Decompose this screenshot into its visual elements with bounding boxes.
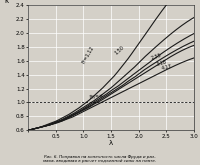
Text: Fr₂=∞: Fr₂=∞ (89, 93, 104, 100)
Text: 1,50: 1,50 (114, 44, 125, 55)
Text: Fr=1,12: Fr=1,12 (81, 45, 95, 64)
Text: 4,17: 4,17 (161, 64, 172, 71)
Text: 3,18: 3,18 (155, 59, 167, 66)
X-axis label: λ: λ (109, 140, 113, 146)
Y-axis label: κ: κ (4, 0, 8, 4)
Text: 2,33: 2,33 (150, 52, 162, 61)
Text: Рис. 6. Поправка на конечность числа Фруда и раз-
маха, вводимая в расчет подъем: Рис. 6. Поправка на конечность числа Фру… (43, 155, 157, 163)
